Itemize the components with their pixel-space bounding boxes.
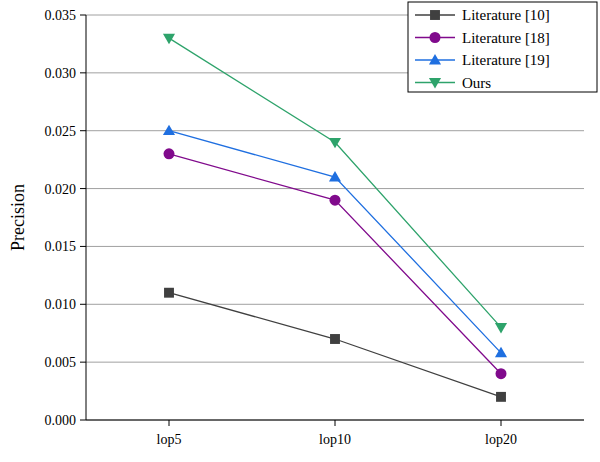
y-tick — [80, 188, 86, 189]
y-tick-label: 0.010 — [45, 297, 77, 312]
chart: 0.000 0.005 0.010 0.015 0.020 0.025 0.030 0.035… — [0, 0, 600, 462]
legend-label: Literature [19] — [462, 52, 550, 68]
y-axis — [86, 15, 87, 420]
grid-line — [86, 188, 584, 189]
y-tick — [80, 130, 86, 131]
legend-label: Literature [10] — [462, 7, 550, 23]
y-tick-label: 0.015 — [45, 239, 77, 254]
data-point — [330, 195, 341, 206]
x-tick — [169, 420, 170, 426]
data-point — [329, 138, 341, 148]
data-point — [164, 288, 174, 298]
grid-line — [86, 362, 584, 363]
data-point — [329, 171, 341, 181]
y-tick — [80, 304, 86, 305]
y-tick-label: 0.005 — [45, 355, 77, 370]
legend: Literature [10] Literature [18] Literature… — [408, 2, 597, 92]
x-tick-label: lop5 — [157, 432, 182, 447]
legend-box — [408, 2, 597, 92]
legend-marker — [430, 10, 440, 20]
grid-line — [86, 304, 584, 305]
y-tick-label: 0.000 — [45, 413, 77, 428]
y-tick — [80, 246, 86, 247]
data-point — [330, 334, 340, 344]
legend-marker — [430, 32, 441, 43]
series-line — [169, 293, 501, 397]
grid-line — [86, 246, 584, 247]
legend-marker — [429, 54, 441, 64]
y-tick — [80, 362, 86, 363]
x-tick-label: lop20 — [485, 432, 517, 447]
y-tick-label: 0.025 — [45, 124, 77, 139]
grid-line — [86, 130, 584, 131]
series-line — [169, 131, 501, 353]
x-tick-label: lop10 — [319, 432, 351, 447]
y-axis-label: Precision — [8, 184, 28, 251]
x-tick — [335, 420, 336, 426]
data-point — [164, 148, 175, 159]
legend-label: Ours — [462, 75, 491, 91]
x-tick — [501, 420, 502, 426]
series-line — [169, 154, 501, 374]
legend-label: Literature [18] — [462, 30, 550, 46]
data-point — [495, 323, 507, 333]
data-point — [496, 392, 506, 402]
y-tick — [80, 15, 86, 16]
y-tick — [80, 72, 86, 73]
data-point — [496, 368, 507, 379]
y-tick-label: 0.020 — [45, 182, 77, 197]
y-tick-label: 0.035 — [45, 8, 77, 23]
legend-marker — [429, 78, 441, 88]
y-tick — [80, 420, 86, 421]
data-point — [495, 347, 507, 357]
data-point — [163, 125, 175, 135]
data-point — [163, 34, 175, 44]
y-tick-label: 0.030 — [45, 66, 77, 81]
